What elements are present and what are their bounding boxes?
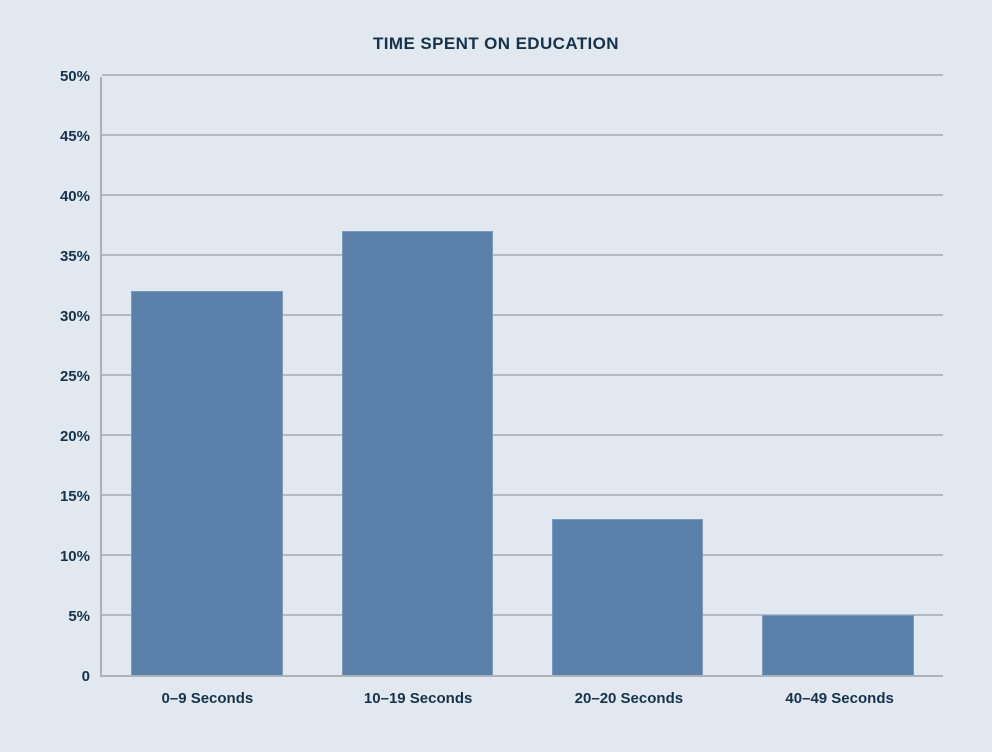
x-tick-label: 40–49 Seconds — [785, 690, 894, 707]
bar-slot — [312, 77, 522, 675]
gridline — [102, 554, 943, 556]
y-tick-label: 40% — [59, 188, 90, 205]
y-tick-label: 25% — [59, 368, 90, 385]
y-tick-label: 0 — [81, 668, 90, 685]
gridline — [102, 254, 943, 256]
bars — [102, 77, 943, 675]
x-tick-label: 0–9 Seconds — [161, 690, 254, 707]
y-tick-label: 20% — [59, 428, 90, 445]
y-tick-label: 50% — [59, 68, 90, 85]
gridline — [102, 194, 943, 196]
plot-area — [100, 74, 943, 677]
y-tick-label: 45% — [59, 128, 90, 145]
y-axis-labels: 0 5% 10% 15% 20% 25% 30% 35% 40% 45% 50% — [0, 68, 90, 685]
gridline — [102, 74, 943, 76]
gridline — [102, 134, 943, 136]
gridline — [102, 374, 943, 376]
gridlines — [102, 74, 943, 675]
bar — [762, 615, 914, 675]
bar-slot — [523, 77, 733, 675]
gridline — [102, 494, 943, 496]
x-axis-labels: 0–9 Seconds 10–19 Seconds 20–20 Seconds 40–… — [102, 690, 945, 707]
y-tick-label: 35% — [59, 248, 90, 265]
y-tick-label: 15% — [59, 488, 90, 505]
bar-slot — [733, 77, 943, 675]
x-tick-label: 10–19 Seconds — [363, 690, 473, 707]
x-tick-label: 20–20 Seconds — [574, 690, 684, 707]
y-tick-label: 30% — [59, 308, 90, 325]
bar — [551, 519, 704, 675]
y-tick-label: 10% — [59, 548, 90, 565]
gridline — [102, 434, 943, 436]
gridline — [102, 314, 943, 316]
bar-slot — [102, 77, 312, 675]
y-tick-label: 5% — [68, 608, 90, 625]
bar — [131, 291, 283, 675]
gridline — [102, 614, 943, 616]
chart-title: TIME SPENT ON EDUCATION — [373, 34, 619, 53]
bar — [341, 231, 494, 675]
